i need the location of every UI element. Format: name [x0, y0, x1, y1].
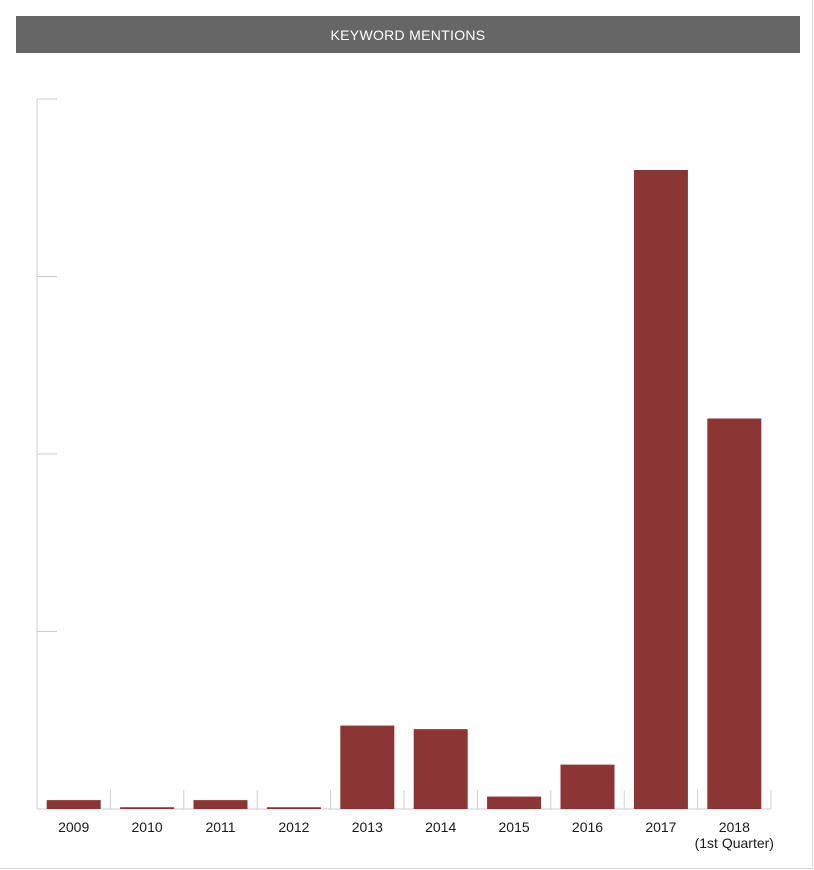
bar-2011 — [193, 800, 248, 809]
x-tick-labels: 2009 2010 2011 2012 2013 2014 2015 2016 2017 2018… — [58, 819, 774, 851]
x-tick-label-2014: 2014 — [425, 819, 456, 835]
bar-2012 — [266, 807, 321, 809]
bar-2010 — [120, 807, 175, 809]
bar-2014 — [413, 729, 468, 809]
bar-2009 — [46, 800, 101, 809]
x-tick-label-2018: 2018 — [719, 819, 750, 835]
x-tick-label-2012: 2012 — [278, 819, 309, 835]
bar-2013 — [340, 725, 395, 809]
x-tick-label-2009: 2009 — [58, 819, 89, 835]
x-tick-label-2015: 2015 — [499, 819, 530, 835]
x-tick-label-2010: 2010 — [132, 819, 163, 835]
bar-2015 — [487, 796, 542, 809]
bar-2017 — [633, 170, 688, 809]
bar-2018 — [707, 418, 762, 809]
x-tick-label-2011: 2011 — [205, 819, 235, 835]
x-tick-sublabel-2018: (1st Quarter) — [695, 835, 774, 851]
chart-bars — [46, 170, 762, 809]
chart-title-bar: KEYWORD MENTIONS — [16, 16, 800, 53]
x-tick-label-2016: 2016 — [572, 819, 603, 835]
x-tick-label-2017: 2017 — [645, 819, 676, 835]
bar-2016 — [560, 764, 615, 809]
chart-title: KEYWORD MENTIONS — [330, 26, 486, 43]
x-tick-label-2013: 2013 — [352, 819, 383, 835]
